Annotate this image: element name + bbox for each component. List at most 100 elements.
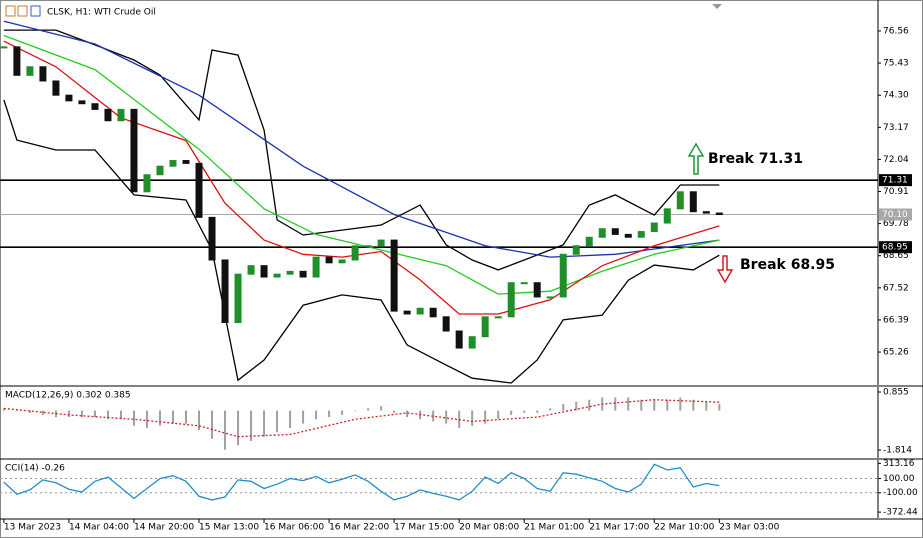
candle — [702, 211, 710, 214]
cci-line — [3, 463, 720, 501]
candle — [481, 316, 489, 338]
level-label: 71.31 — [882, 176, 908, 186]
x-tick-label: 16 Mar 06:00 — [264, 523, 324, 533]
overlay-line — [3, 20, 720, 258]
candle — [559, 253, 567, 298]
macd-bar — [263, 410, 266, 437]
macd-bar — [393, 410, 396, 413]
y-tick-label: 66.39 — [883, 315, 909, 325]
candle — [598, 228, 606, 238]
candle — [546, 296, 554, 299]
candle — [195, 162, 203, 218]
macd-bar — [380, 406, 383, 411]
macd-bar — [2, 408, 5, 411]
y-tick-label: 72.04 — [883, 155, 909, 165]
candle — [169, 160, 177, 167]
candle — [130, 108, 138, 193]
candle — [234, 273, 242, 323]
candle — [26, 66, 34, 76]
candle — [689, 191, 697, 213]
candle — [455, 330, 463, 349]
macd-bar — [718, 404, 721, 411]
indicator-title: MACD(12,26,9) 0.302 0.385 — [5, 391, 131, 401]
x-tick-label: 15 Mar 13:00 — [199, 523, 259, 533]
macd-bar — [289, 410, 292, 428]
candle — [182, 160, 190, 164]
x-tick-label: 14 Mar 04:00 — [69, 523, 129, 533]
macd-bar — [145, 410, 148, 428]
x-tick-label: 14 Mar 20:00 — [134, 523, 194, 533]
candle — [520, 282, 528, 285]
y-tick-label: 76.56 — [883, 26, 909, 36]
overlay-line — [3, 34, 720, 295]
macd-bar — [67, 410, 70, 418]
level-box — [879, 241, 912, 254]
candle — [468, 336, 476, 349]
candle — [52, 80, 60, 96]
candle — [0, 46, 8, 49]
macd-bar — [640, 399, 643, 411]
macd-bar — [627, 397, 630, 411]
y-tick-label: 0.855 — [883, 387, 909, 397]
macd-bar — [276, 410, 279, 433]
x-tick-label: 13 Mar 2023 — [4, 523, 61, 533]
candle — [390, 239, 398, 312]
y-tick-label: 100.00 — [883, 474, 915, 484]
candle — [416, 307, 424, 315]
candle — [260, 265, 268, 278]
arrow-up — [687, 142, 705, 175]
macd-bar — [484, 410, 487, 424]
candle — [208, 216, 216, 261]
macd-bar — [445, 410, 448, 424]
overlay-line — [3, 29, 720, 271]
candle — [39, 66, 47, 82]
candle — [273, 273, 281, 278]
candle — [312, 256, 320, 278]
candle — [611, 228, 619, 235]
candle — [429, 307, 437, 318]
candle — [13, 46, 21, 76]
candle — [494, 316, 502, 319]
x-tick-label: 21 Mar 17:00 — [589, 523, 649, 533]
macd-bar — [471, 410, 474, 426]
candle — [351, 245, 359, 261]
macd-bar — [510, 410, 513, 415]
macd-bar — [171, 410, 174, 424]
y-tick-label: -372.44 — [883, 508, 918, 518]
y-tick-label: 74.30 — [883, 91, 909, 101]
x-tick-label: 23 Mar 03:00 — [719, 523, 779, 533]
candle — [585, 236, 593, 247]
y-tick-label: 70.91 — [883, 187, 909, 197]
macd-bar — [41, 410, 44, 415]
y-tick-label: -100.00 — [883, 488, 918, 498]
macd-bar — [536, 410, 539, 413]
candle — [624, 233, 632, 238]
macd-bar — [328, 410, 331, 418]
macd-bar — [588, 399, 591, 411]
candle — [637, 231, 645, 238]
macd-bar — [224, 410, 227, 450]
icon — [5, 5, 16, 17]
candle — [663, 208, 671, 224]
overlay-line — [3, 99, 720, 384]
macd-bar — [705, 401, 708, 411]
macd-bar — [354, 410, 357, 412]
macd-bar — [679, 397, 682, 411]
y-tick-label: 75.43 — [883, 59, 909, 69]
macd-bar — [575, 401, 578, 411]
level-label: 70.10 — [882, 210, 908, 220]
macd-bar — [614, 397, 617, 411]
y-tick-label: -1.814 — [883, 446, 912, 456]
icon — [30, 5, 41, 17]
macd-bar — [93, 410, 96, 418]
y-tick-label: 67.52 — [883, 283, 909, 293]
candle — [507, 282, 515, 318]
shift-marker — [712, 4, 722, 9]
macd-bar — [106, 410, 109, 420]
macd-bar — [666, 399, 669, 411]
candle — [325, 256, 333, 264]
candle — [403, 310, 411, 315]
macd-bar — [367, 408, 370, 411]
candle — [442, 316, 450, 332]
